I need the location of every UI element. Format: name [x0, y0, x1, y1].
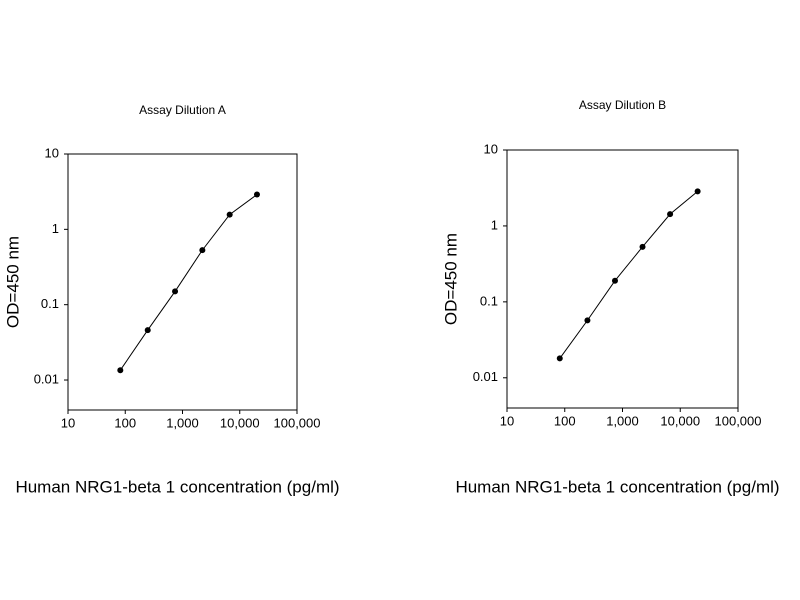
data-point	[639, 243, 646, 250]
x-tick-label: 10,000	[660, 413, 700, 428]
series-line	[559, 191, 698, 359]
data-point	[144, 327, 151, 334]
y-tick-label: 1	[52, 221, 59, 236]
x-tick-label: 1,000	[166, 415, 199, 430]
plot-frame	[67, 153, 298, 411]
data-point	[667, 211, 674, 218]
y-tick-label: 10	[45, 145, 59, 160]
chart-title: Assay Dilution B	[579, 98, 666, 112]
data-point	[172, 288, 179, 295]
chart-title: Assay Dilution A	[139, 103, 226, 117]
y-axis-label: OD=450 nm	[441, 233, 460, 325]
x-axis-label: Human NRG1-beta 1 concentration (pg/ml)	[455, 477, 779, 496]
data-point	[253, 191, 260, 198]
x-tick-label: 100,000	[715, 413, 762, 428]
x-tick-label: 100	[114, 415, 136, 430]
y-tick-label: 0.01	[473, 369, 498, 384]
y-tick-label: 1	[491, 217, 498, 232]
data-point	[199, 247, 206, 254]
x-tick-label: 10	[61, 415, 75, 430]
plot-frame	[506, 149, 739, 409]
data-point	[694, 188, 701, 195]
y-tick-label: 10	[484, 141, 498, 156]
data-point	[584, 317, 591, 324]
y-axis-label: OD=450 nm	[3, 236, 22, 328]
y-tick-label: 0.1	[41, 296, 59, 311]
data-point	[611, 277, 618, 284]
x-tick-label: 10	[500, 413, 514, 428]
x-tick-label: 100	[554, 413, 576, 428]
x-tick-label: 1,000	[606, 413, 639, 428]
data-point	[117, 367, 124, 374]
y-tick-label: 0.1	[480, 293, 498, 308]
data-point	[226, 211, 233, 218]
x-axis-label: Human NRG1-beta 1 concentration (pg/ml)	[15, 477, 339, 496]
x-tick-label: 10,000	[220, 415, 260, 430]
data-point	[556, 355, 563, 362]
series-line	[119, 194, 258, 371]
y-tick-label: 0.01	[34, 371, 59, 386]
x-tick-label: 100,000	[274, 415, 321, 430]
